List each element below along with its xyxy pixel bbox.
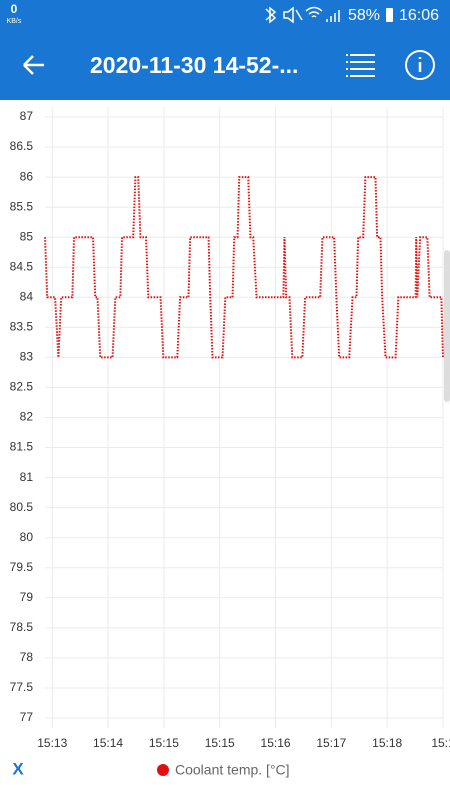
y-tick-label: 79.5 (10, 560, 34, 574)
y-tick-label: 82 (20, 410, 34, 424)
y-tick-label: 80.5 (10, 500, 34, 514)
toolbar-title: 2020-11-30 14-52-... (90, 52, 298, 78)
app-bar (0, 0, 450, 100)
y-tick-label: 81 (20, 470, 34, 484)
x-tick-label: 15:18 (372, 736, 402, 750)
net-speed: 0 (11, 2, 18, 16)
y-tick-label: 85.5 (10, 199, 34, 213)
y-tick-label: 80 (20, 530, 34, 544)
x-tick-label: 15:13 (37, 736, 67, 750)
back-button[interactable] (23, 55, 44, 75)
legend-marker (157, 764, 169, 776)
battery-level: 58% (348, 7, 380, 24)
x-button[interactable]: X (12, 759, 24, 778)
x-tick-label: 15:15 (205, 736, 235, 750)
y-tick-label: 78.5 (10, 620, 34, 634)
y-tick-label: 85 (20, 229, 34, 243)
legend-label: Coolant temp. [°C] (175, 762, 290, 778)
x-tick-label: 15:16 (261, 736, 291, 750)
clock: 16:06 (399, 7, 439, 24)
y-tick-label: 79 (20, 590, 34, 604)
scroll-handle (444, 250, 450, 402)
data-line (44, 176, 444, 359)
info-button[interactable] (405, 50, 435, 80)
list-button[interactable] (346, 54, 375, 77)
net-unit: KB/s (7, 18, 22, 25)
y-tick-label: 83 (20, 350, 34, 364)
y-tick-label: 78 (20, 650, 34, 664)
y-tick-label: 82.5 (10, 380, 34, 394)
x-tick-label: 15:14 (93, 736, 123, 750)
y-tick-label: 77 (20, 710, 34, 724)
y-tick-label: 86.5 (10, 139, 34, 153)
battery-icon (386, 8, 393, 22)
x-tick-label: 15:15 (149, 736, 179, 750)
y-tick-label: 86 (20, 169, 34, 183)
x-tick-label: 15:17 (316, 736, 346, 750)
status-icons (265, 6, 340, 24)
y-tick-label: 83.5 (10, 320, 34, 334)
y-tick-label: 77.5 (10, 680, 34, 694)
y-tick-label: 84 (20, 289, 34, 303)
y-tick-label: 87 (20, 109, 34, 123)
y-tick-label: 84.5 (10, 259, 34, 273)
y-tick-label: 81.5 (10, 440, 34, 454)
x-tick-label: 15:1 (431, 736, 450, 750)
